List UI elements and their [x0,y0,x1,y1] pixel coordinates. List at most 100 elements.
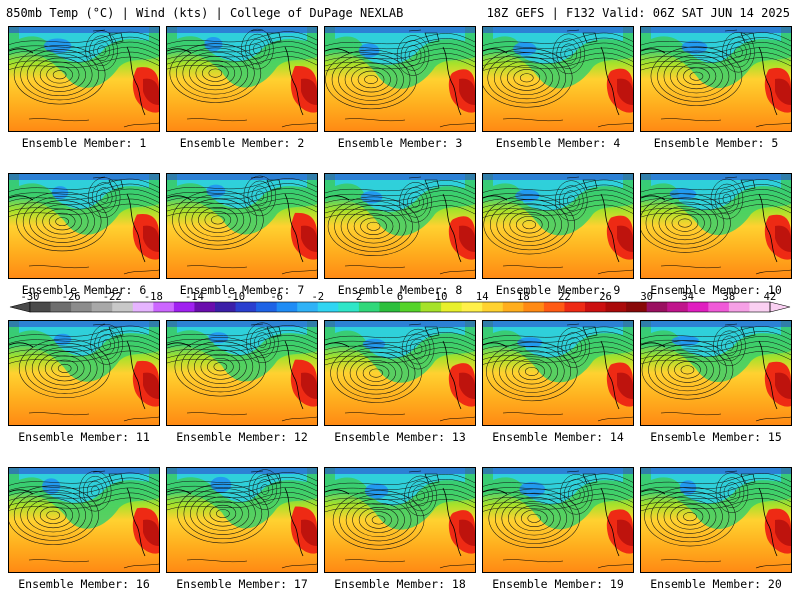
colorbar-swatch [194,302,216,312]
ensemble-member-label: Ensemble Member: 17 [176,577,308,591]
temperature-wind-map [483,468,633,572]
ensemble-member-map [8,320,160,426]
ensemble-member-map [166,467,318,573]
ensemble-member-map [482,26,634,132]
colorbar-tick-label: -22 [103,291,122,303]
colorbar-swatch [338,302,360,312]
colorbar-tick-label: 30 [640,291,653,303]
colorbar-swatch [132,302,154,312]
colorbar-tick-label: 14 [476,291,489,303]
temperature-wind-map [9,27,159,131]
colorbar-swatch [667,302,689,312]
ensemble-panel: Ensemble Member: 18 [324,467,476,591]
ensemble-member-map [482,467,634,573]
ensemble-member-label: Ensemble Member: 5 [653,136,779,150]
ensemble-panel: Ensemble Member: 1 [8,26,160,150]
colorbar-swatch [687,302,709,312]
colorbar-swatch [71,302,93,312]
colorbar-swatch [276,302,298,312]
ensemble-member-map [482,173,634,279]
colorbar-swatch [585,302,607,312]
ensemble-member-map [640,173,792,279]
colorbar-swatch [297,302,319,312]
ensemble-member-label: Ensemble Member: 4 [495,136,621,150]
temperature-wind-map [325,321,475,425]
colorbar-swatch [523,302,545,312]
colorbar-swatch [728,302,750,312]
ensemble-panel: Ensemble Member: 13 [324,320,476,444]
colorbar-swatch [605,302,627,312]
ensemble-member-map [640,26,792,132]
colorbar-tick-label: 34 [681,291,694,303]
temperature-wind-map [641,321,791,425]
ensemble-member-label: Ensemble Member: 8 [337,283,463,297]
colorbar-tick-label: -14 [185,291,204,303]
ensemble-member-label: Ensemble Member: 6 [21,283,147,297]
colorbar-swatch [173,302,195,312]
colorbar-swatch [153,302,175,312]
ensemble-member-label: Ensemble Member: 7 [179,283,305,297]
ensemble-member-label: Ensemble Member: 13 [334,430,466,444]
colorbar-tick-label: -2 [311,291,324,303]
colorbar-tick-label: -26 [62,291,81,303]
colorbar-swatch [420,302,442,312]
ensemble-panel: Ensemble Member: 2 [166,26,318,150]
ensemble-member-label: Ensemble Member: 12 [176,430,308,444]
colorbar-tick-label: 10 [435,291,448,303]
ensemble-member-label: Ensemble Member: 3 [337,136,463,150]
temperature-wind-map [9,174,159,278]
ensemble-member-label: Ensemble Member: 20 [650,577,782,591]
ensemble-member-map [324,173,476,279]
colorbar-arrow-right [769,301,791,313]
ensemble-member-map [8,26,160,132]
temperature-wind-map [167,27,317,131]
colorbar-swatch [461,302,483,312]
temperature-wind-map [9,321,159,425]
ensemble-member-label: Ensemble Member: 16 [18,577,150,591]
ensemble-member-label: Ensemble Member: 14 [492,430,624,444]
colorbar-swatch [30,302,52,312]
colorbar-swatch [235,302,257,312]
ensemble-member-label: Ensemble Member: 11 [18,430,150,444]
ensemble-panel: Ensemble Member: 12 [166,320,318,444]
colorbar-tick-label: -6 [270,291,283,303]
colorbar-swatch [400,302,422,312]
colorbar-swatch [626,302,648,312]
ensemble-member-map [324,26,476,132]
colorbar-swatch [91,302,113,312]
temperature-wind-map [167,321,317,425]
colorbar-tick-label: 18 [517,291,530,303]
ensemble-member-label: Ensemble Member: 9 [495,283,621,297]
ensemble-panel: Ensemble Member: 7 [166,173,318,297]
ensemble-panel: Ensemble Member: 6 [8,173,160,297]
colorbar-swatch [543,302,565,312]
ensemble-panel: Ensemble Member: 11 [8,320,160,444]
ensemble-panel: Ensemble Member: 16 [8,467,160,591]
ensemble-member-label: Ensemble Member: 2 [179,136,305,150]
colorbar-swatch [646,302,668,312]
colorbar-swatch [564,302,586,312]
ensemble-member-label: Ensemble Member: 18 [334,577,466,591]
colorbar-tick-label: 26 [599,291,612,303]
temperature-wind-map [325,468,475,572]
colorbar-swatch [441,302,463,312]
ensemble-member-label: Ensemble Member: 15 [650,430,782,444]
ensemble-member-map [640,320,792,426]
colorbar-tick-label: 6 [397,291,403,303]
ensemble-panel: Ensemble Member: 17 [166,467,318,591]
ensemble-member-label: Ensemble Member: 10 [650,283,782,297]
ensemble-member-map [166,320,318,426]
ensemble-panel: Ensemble Member: 4 [482,26,634,150]
ensemble-panel: Ensemble Member: 8 [324,173,476,297]
temperature-wind-map [641,468,791,572]
ensemble-panel: Ensemble Member: 20 [640,467,792,591]
map-title: 850mb Temp (°C) | Wind (kts) | College o… [6,6,404,20]
ensemble-member-map [166,173,318,279]
temperature-wind-map [641,174,791,278]
model-run-info: 18Z GEFS | F132 Valid: 06Z SAT JUN 14 20… [486,6,790,20]
colorbar-arrow-left [9,301,31,313]
colorbar-tick-label: -18 [144,291,163,303]
ensemble-member-map [482,320,634,426]
colorbar-swatch [708,302,730,312]
temperature-wind-map [325,174,475,278]
